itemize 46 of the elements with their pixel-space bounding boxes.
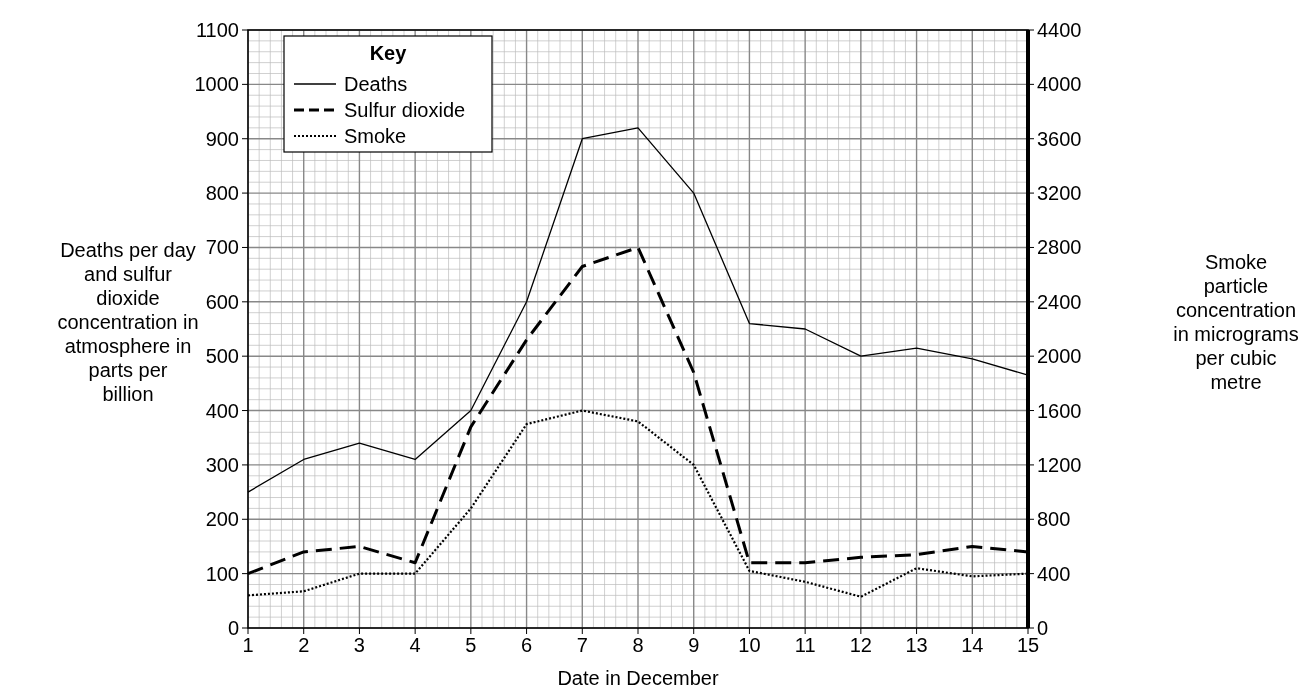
y2-tick-label: 1200 <box>1037 453 1082 476</box>
x-tick-label: 10 <box>738 634 761 656</box>
y-tick-label: 500 <box>205 345 239 368</box>
x-tick-label: 5 <box>465 634 477 656</box>
x-tick-label: 8 <box>632 634 644 656</box>
y-tick-label: 1000 <box>194 73 239 96</box>
x-tick-label: 4 <box>409 634 421 656</box>
legend-label: Deaths <box>344 73 408 95</box>
y2-tick-label: 3600 <box>1037 127 1082 150</box>
x-tick-label: 12 <box>849 634 872 656</box>
legend-label: Smoke <box>344 125 407 147</box>
y-tick-label: 1100 <box>195 19 239 41</box>
y-tick-label: 300 <box>205 453 239 476</box>
x-tick-label: 7 <box>576 634 588 656</box>
y-tick-label: 700 <box>205 236 239 259</box>
y2-tick-label: 1600 <box>1037 399 1082 422</box>
x-tick-label: 11 <box>794 634 816 656</box>
legend-title: Key <box>369 42 408 64</box>
x-tick-label: 13 <box>905 634 928 656</box>
y2-tick-label: 2800 <box>1037 236 1082 259</box>
y-tick-label: 900 <box>205 127 239 150</box>
y2-tick-label: 4000 <box>1037 73 1082 96</box>
y-tick-label: 600 <box>205 290 239 313</box>
x-tick-label: 2 <box>298 634 310 656</box>
x-axis-title: Date in December <box>557 667 719 689</box>
y-axis-title: Deaths per day and sulfur dioxide concentration in atmosphere in parts per billion <box>57 239 199 405</box>
y2-tick-label: 2000 <box>1037 345 1082 368</box>
x-tick-label: 15 <box>1016 634 1040 656</box>
x-tick-label: 1 <box>242 634 254 656</box>
y2-tick-label: 4400 <box>1037 19 1082 41</box>
y-tick-label: 800 <box>205 182 239 205</box>
legend-label: Sulfur dioxide <box>344 99 466 121</box>
y2-tick-label: 2400 <box>1037 290 1082 313</box>
x-tick-label: 9 <box>688 634 700 656</box>
x-tick-label: 6 <box>521 634 533 656</box>
y2-tick-label: 800 <box>1037 508 1071 531</box>
x-tick-label: 3 <box>353 634 365 656</box>
y-tick-label: 0 <box>227 617 239 639</box>
y2-tick-label: 400 <box>1037 562 1071 585</box>
y-tick-label: 100 <box>205 562 239 585</box>
y2-tick-label: 0 <box>1037 617 1049 639</box>
x-tick-label: 14 <box>961 634 984 656</box>
y2-axis-title: Smoke particle concentration in micrograms per cubic metre <box>1173 251 1298 393</box>
y-tick-label: 400 <box>205 399 239 422</box>
y-tick-label: 200 <box>205 508 239 531</box>
y2-tick-label: 3200 <box>1037 182 1082 205</box>
